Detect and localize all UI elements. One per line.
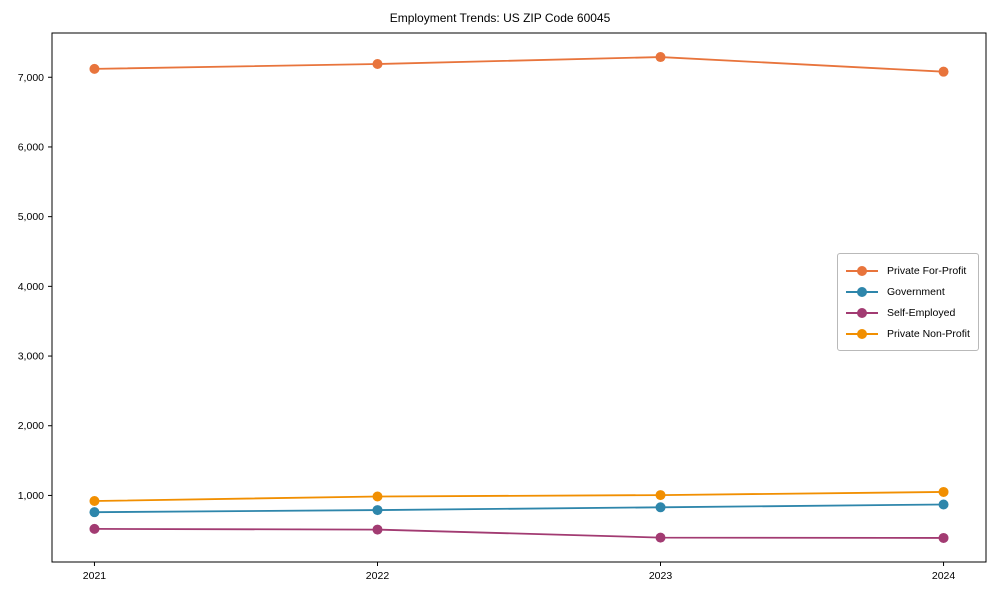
data-point-marker <box>372 505 383 516</box>
chart-title: Employment Trends: US ZIP Code 60045 <box>389 11 611 25</box>
series-line <box>94 491 944 502</box>
legend-entry: Private For-Profit <box>846 261 970 280</box>
data-point-marker <box>372 524 383 535</box>
legend-entry: Self-Employed <box>846 303 970 322</box>
series-line <box>94 527 944 539</box>
data-point-marker <box>655 52 666 63</box>
data-point-marker <box>89 496 100 507</box>
data-point-marker <box>938 66 949 77</box>
data-point-marker <box>372 59 383 70</box>
legend-label: Private For-Profit <box>887 264 967 277</box>
y-tick-label: 3,000 <box>18 351 44 363</box>
legend: Private For-Profit Government Self-Emplo… <box>837 253 979 351</box>
legend-marker-line-dot-icon <box>846 328 878 340</box>
x-tick-label: 2024 <box>932 570 956 582</box>
data-point-marker <box>372 491 383 502</box>
data-point-marker <box>89 63 100 74</box>
y-tick-label: 2,000 <box>18 420 44 432</box>
y-tick-label: 6,000 <box>18 141 44 153</box>
legend-marker-line-dot-icon <box>846 265 878 277</box>
x-tick-label: 2021 <box>83 570 107 582</box>
legend-label: Private Non-Profit <box>887 327 970 340</box>
x-tick-label: 2022 <box>366 570 390 582</box>
y-tick-label: 5,000 <box>18 211 44 223</box>
data-point-marker <box>938 532 949 543</box>
series-line <box>94 56 944 73</box>
data-point-marker <box>655 490 666 501</box>
plot-frame <box>51 32 987 563</box>
data-point-marker <box>89 523 100 534</box>
y-tick-label: 1,000 <box>18 490 44 502</box>
legend-marker-line-dot-icon <box>846 307 878 319</box>
x-tick-label: 2023 <box>649 570 673 582</box>
data-point-marker <box>89 507 100 518</box>
legend-label: Government <box>887 285 945 298</box>
data-point-marker <box>938 499 949 510</box>
legend-marker-line-dot-icon <box>846 286 878 298</box>
legend-entry: Government <box>846 282 970 301</box>
legend-label: Self-Employed <box>887 306 956 319</box>
y-tick-label: 4,000 <box>18 281 44 293</box>
y-tick-label: 7,000 <box>18 72 44 84</box>
data-point-marker <box>938 486 949 497</box>
series-line <box>94 503 944 514</box>
legend-entry: Private Non-Profit <box>846 324 970 343</box>
data-point-marker <box>655 502 666 513</box>
data-point-marker <box>655 532 666 543</box>
